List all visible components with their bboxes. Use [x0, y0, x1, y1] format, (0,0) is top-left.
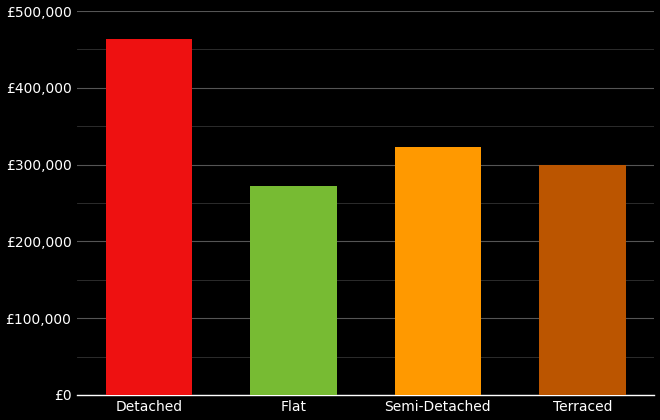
Bar: [106, 39, 193, 395]
Bar: [250, 186, 337, 395]
Bar: [395, 147, 481, 395]
Bar: [539, 165, 626, 395]
